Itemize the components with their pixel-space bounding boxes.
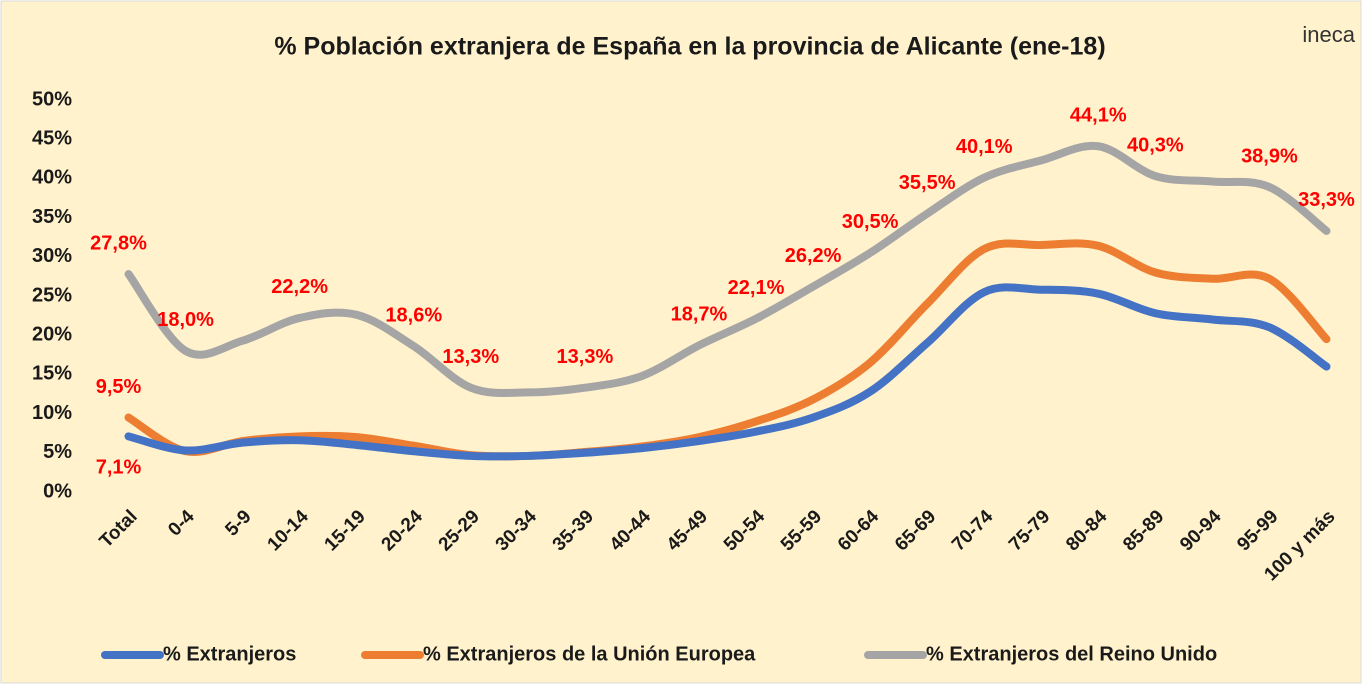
data-label: 44,1% — [1070, 105, 1127, 127]
data-label: 13,3% — [557, 346, 614, 368]
legend-label: % Extranjeros — [163, 643, 296, 665]
data-label: 33,3% — [1298, 189, 1355, 211]
data-label: 30,5% — [842, 211, 899, 233]
series-line — [124, 283, 1331, 461]
y-tick-label: 10% — [32, 402, 72, 424]
data-label: 40,1% — [956, 136, 1013, 158]
y-tick-label: 45% — [32, 127, 72, 149]
data-label: 22,1% — [728, 277, 785, 299]
y-tick-label: 5% — [43, 441, 72, 463]
series-line — [124, 239, 1331, 461]
data-label: 22,2% — [271, 276, 328, 298]
y-tick-label: 25% — [32, 284, 72, 306]
legend-label: % Extranjeros del Reino Unido — [926, 643, 1217, 665]
data-label: 26,2% — [785, 245, 842, 267]
y-tick-label: 50% — [32, 88, 72, 110]
logo: ineca — [1302, 22, 1355, 47]
y-tick-label: 0% — [43, 480, 72, 502]
data-label: 27,8% — [90, 232, 147, 254]
y-tick-label: 20% — [32, 323, 72, 345]
data-label: 7,1% — [96, 457, 142, 479]
data-label: 13,3% — [442, 346, 499, 368]
data-label: 40,3% — [1127, 134, 1184, 156]
data-label: 9,5% — [96, 376, 142, 398]
y-tick-label: 15% — [32, 363, 72, 385]
data-label: 18,0% — [157, 309, 214, 331]
data-label: 38,9% — [1241, 145, 1298, 167]
chart-title: % Población extranjera de España en la p… — [274, 33, 1105, 61]
data-label: 35,5% — [899, 172, 956, 194]
y-tick-label: 30% — [32, 245, 72, 267]
series-line — [124, 141, 1331, 397]
y-tick-label: 40% — [32, 167, 72, 189]
data-label: 18,6% — [385, 304, 442, 326]
y-tick-label: 35% — [32, 206, 72, 228]
data-label: 18,7% — [671, 304, 728, 326]
legend-label: % Extranjeros de la Unión Europea — [423, 643, 756, 665]
